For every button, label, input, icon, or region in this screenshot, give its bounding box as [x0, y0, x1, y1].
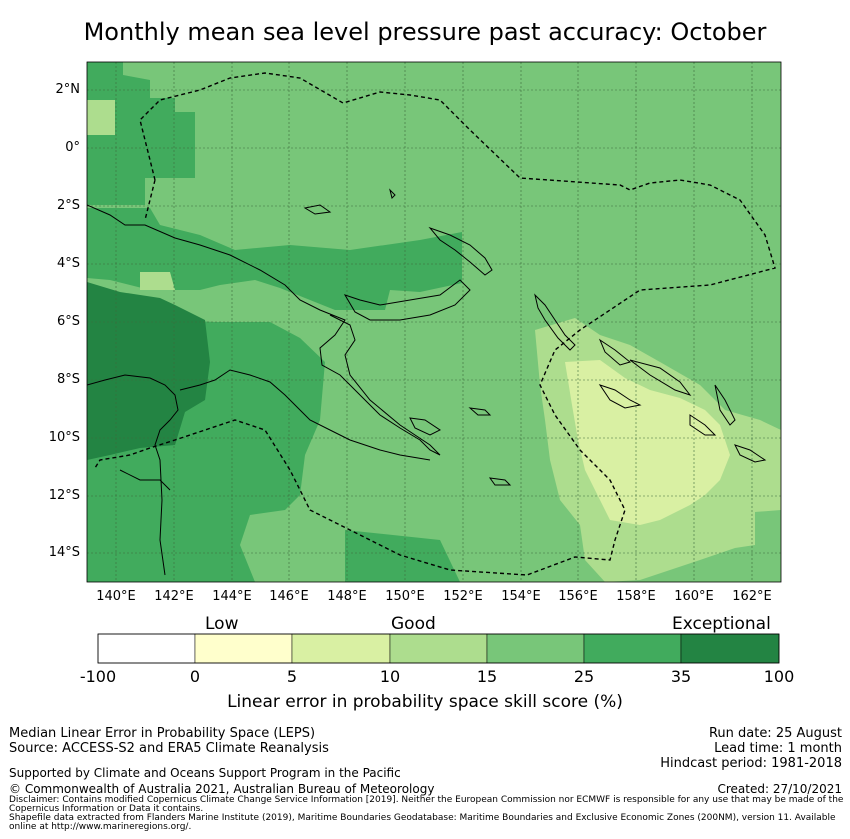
field-10-15-north [87, 100, 115, 135]
lat-label: 6°S [56, 314, 80, 329]
shapefile-text: Shapefile data extracted from Flanders M… [9, 813, 836, 832]
field-25-35-north [87, 62, 195, 205]
lon-label: 160°E [674, 589, 714, 604]
colorbar-tick: -100 [79, 667, 117, 686]
lat-label: 12°S [48, 488, 80, 503]
lon-label: 150°E [385, 589, 425, 604]
colorbar-tick: 5 [286, 667, 298, 686]
map-frame [86, 61, 782, 583]
colorbar-category-low: Low [205, 614, 239, 634]
lon-label: 162°E [732, 589, 772, 604]
field-25-35-se [345, 530, 460, 582]
lead-time: Lead time: 1 month [714, 741, 842, 756]
colorbar-bin-4 [389, 633, 488, 664]
support-text: Supported by Climate and Oceans Support … [9, 766, 401, 780]
eez-boundary [94, 72, 776, 576]
colorbar-bin-5 [486, 633, 585, 664]
lon-label: 144°E [212, 589, 252, 604]
colorbar [97, 633, 780, 664]
colorbar-bin-2 [194, 633, 293, 664]
lon-label: 152°E [443, 589, 483, 604]
lat-label: 0° [65, 140, 80, 155]
field-25-35-png [87, 208, 462, 310]
colorbar-tick: 100 [763, 667, 795, 686]
colorbar-tick: 35 [670, 667, 692, 686]
colorbar-bin-7 [680, 633, 780, 664]
skill-map [86, 61, 782, 664]
gridlines [87, 62, 781, 582]
colorbar-category-good: Good [391, 614, 436, 634]
lon-label: 148°E [327, 589, 367, 604]
hindcast-period: Hindcast period: 1981-2018 [660, 756, 842, 771]
lon-label: 142°E [154, 589, 194, 604]
lat-label: 10°S [48, 430, 80, 445]
colorbar-bin-6 [583, 633, 682, 664]
lat-label: 2°N [55, 82, 81, 97]
chart-title: Monthly mean sea level pressure past acc… [83, 18, 767, 46]
lon-label: 156°E [558, 589, 598, 604]
colorbar-tick: 0 [189, 667, 201, 686]
field-5-10 [565, 360, 730, 525]
copyright-text: © Commonwealth of Australia 2021, Austra… [9, 782, 435, 796]
colorbar-tick: 15 [476, 667, 498, 686]
method-text: Median Linear Error in Probability Space… [9, 726, 316, 741]
colorbar-category-exceptional: Exceptional [672, 614, 771, 634]
source-text: Source: ACCESS-S2 and ERA5 Climate Reana… [9, 741, 329, 756]
lat-label: 14°S [48, 545, 80, 560]
lon-label: 146°E [269, 589, 309, 604]
colorbar-bin-1 [97, 633, 196, 664]
coastlines [87, 188, 767, 576]
field-10-15-west [140, 272, 175, 290]
colorbar-frame [97, 633, 780, 664]
disclaimer-text: Disclaimer: Contains modified Copernicus… [9, 795, 844, 814]
run-date: Run date: 25 August [708, 726, 842, 741]
colorbar-tick: 10 [379, 667, 401, 686]
colorbar-bin-3 [291, 633, 391, 664]
lat-label: 2°S [56, 198, 80, 213]
lon-label: 158°E [616, 589, 656, 604]
colorbar-title: Linear error in probability space skill … [227, 692, 623, 712]
lat-label: 4°S [56, 256, 80, 271]
field-35-100 [87, 282, 210, 460]
lat-label: 8°S [56, 372, 80, 387]
colorbar-tick: 25 [573, 667, 595, 686]
lon-label: 154°E [501, 589, 541, 604]
lon-label: 140°E [96, 589, 136, 604]
skill-field [87, 62, 781, 582]
created-date: Created: 27/10/2021 [717, 782, 842, 796]
